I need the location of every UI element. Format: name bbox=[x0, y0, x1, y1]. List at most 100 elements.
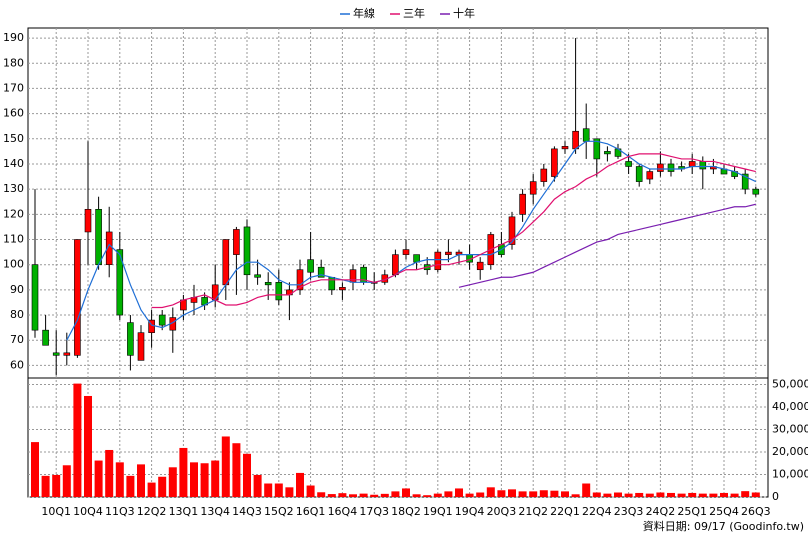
y2-tick-label: 50,000 bbox=[772, 378, 808, 391]
x-tick-label: 10Q4 bbox=[73, 505, 103, 518]
y-tick-label: 130 bbox=[3, 182, 24, 195]
volume-bar bbox=[105, 449, 114, 497]
candle-body bbox=[52, 352, 60, 356]
y-tick-label: 150 bbox=[3, 132, 24, 145]
x-tick-label: 10Q1 bbox=[41, 505, 71, 518]
y-tick-label: 70 bbox=[10, 333, 24, 346]
volume-bar bbox=[168, 467, 177, 497]
legend-label: 十年 bbox=[453, 6, 475, 20]
volume-bar bbox=[211, 460, 220, 497]
candle-body bbox=[402, 249, 410, 255]
candle-body bbox=[222, 239, 230, 286]
x-tick-label: 13Q1 bbox=[169, 505, 199, 518]
candle-body bbox=[328, 276, 336, 291]
x-tick-label: 25Q4 bbox=[709, 505, 739, 518]
ma-line bbox=[66, 140, 757, 341]
y-tick-label: 180 bbox=[3, 56, 24, 69]
candle-body bbox=[105, 231, 113, 265]
candle-body bbox=[699, 161, 707, 170]
volume-bar bbox=[508, 489, 516, 497]
x-tick-label: 26Q3 bbox=[741, 505, 771, 518]
volume-bar bbox=[147, 482, 156, 497]
volume-bar bbox=[190, 462, 198, 497]
candle-body bbox=[392, 254, 399, 276]
x-tick-label: 21Q2 bbox=[518, 505, 548, 518]
y-tick-label: 120 bbox=[3, 207, 24, 220]
volume-bar bbox=[688, 492, 697, 497]
candle-body bbox=[519, 193, 526, 215]
volume-bar bbox=[137, 464, 145, 497]
volume-bar bbox=[41, 475, 50, 497]
volume-bar bbox=[274, 483, 283, 497]
volume-bar bbox=[677, 493, 686, 497]
candle-body bbox=[158, 314, 166, 326]
volume-bar bbox=[94, 460, 103, 497]
volume-bar bbox=[592, 492, 601, 497]
volume-bar bbox=[73, 383, 82, 497]
y-tick-label: 170 bbox=[3, 81, 24, 94]
volume-bar bbox=[720, 492, 728, 497]
x-tick-label: 16Q4 bbox=[328, 505, 358, 518]
volume-bar bbox=[264, 483, 273, 497]
candle-body bbox=[582, 128, 590, 142]
source-note: 資料日期: 09/17 (Goodinfo.tw) bbox=[643, 519, 804, 533]
volume-bar bbox=[158, 476, 167, 497]
volume-bar bbox=[31, 442, 39, 497]
candle-body bbox=[233, 229, 240, 255]
volume-bar bbox=[179, 447, 188, 497]
volume-bar bbox=[455, 488, 463, 497]
candle-body bbox=[275, 282, 283, 301]
volume-bar bbox=[709, 493, 718, 497]
x-tick-label: 14Q3 bbox=[232, 505, 262, 518]
candle-body bbox=[434, 251, 442, 271]
volume-bar bbox=[624, 493, 633, 497]
volume-bar bbox=[751, 492, 760, 497]
x-tick-label: 20Q3 bbox=[487, 505, 517, 518]
y-tick-label: 60 bbox=[10, 358, 24, 371]
candle-body bbox=[476, 261, 484, 271]
volume-bar bbox=[253, 474, 262, 497]
volume-bar bbox=[285, 487, 294, 497]
x-tick-label: 16Q1 bbox=[296, 505, 326, 518]
volume-bar bbox=[317, 492, 326, 497]
volume-bar bbox=[582, 483, 591, 497]
volume-bar bbox=[539, 490, 548, 497]
candle-body bbox=[657, 163, 664, 172]
y-tick-label: 80 bbox=[10, 308, 24, 321]
volume-bar bbox=[444, 491, 453, 497]
volume-bar bbox=[412, 494, 421, 497]
candle-body bbox=[296, 269, 304, 291]
candle-body bbox=[95, 208, 102, 265]
y2-tick-label: 30,000 bbox=[772, 423, 808, 436]
candle-body bbox=[529, 181, 537, 195]
candle-body bbox=[752, 188, 760, 195]
candle-body bbox=[74, 239, 81, 356]
volume-bar bbox=[571, 494, 580, 497]
volume-bar bbox=[730, 493, 739, 497]
y-tick-label: 90 bbox=[10, 283, 24, 296]
volume-bar bbox=[200, 463, 209, 497]
candle-body bbox=[264, 282, 272, 286]
y2-tick-label: 0 bbox=[772, 490, 779, 503]
x-tick-label: 15Q2 bbox=[264, 505, 294, 518]
x-tick-label: 22Q1 bbox=[550, 505, 580, 518]
volume-bar bbox=[370, 494, 379, 497]
x-tick-label: 19Q1 bbox=[423, 505, 453, 518]
candle-body bbox=[42, 329, 49, 346]
y-tick-label: 190 bbox=[3, 31, 24, 44]
x-tick-label: 19Q4 bbox=[455, 505, 485, 518]
candle-body bbox=[286, 289, 293, 296]
x-tick-label: 13Q4 bbox=[200, 505, 230, 518]
volume-bar bbox=[338, 493, 347, 497]
candle-body bbox=[635, 166, 643, 182]
candle-body bbox=[127, 322, 134, 356]
x-tick-label: 25Q1 bbox=[677, 505, 707, 518]
volume-bar bbox=[486, 487, 495, 497]
legend-label: 年線 bbox=[353, 6, 375, 20]
volume-bar bbox=[476, 492, 485, 497]
volume-bar bbox=[741, 491, 750, 497]
volume-bar bbox=[529, 491, 538, 497]
y2-tick-label: 10,000 bbox=[772, 468, 808, 481]
volume-bar bbox=[84, 395, 92, 497]
